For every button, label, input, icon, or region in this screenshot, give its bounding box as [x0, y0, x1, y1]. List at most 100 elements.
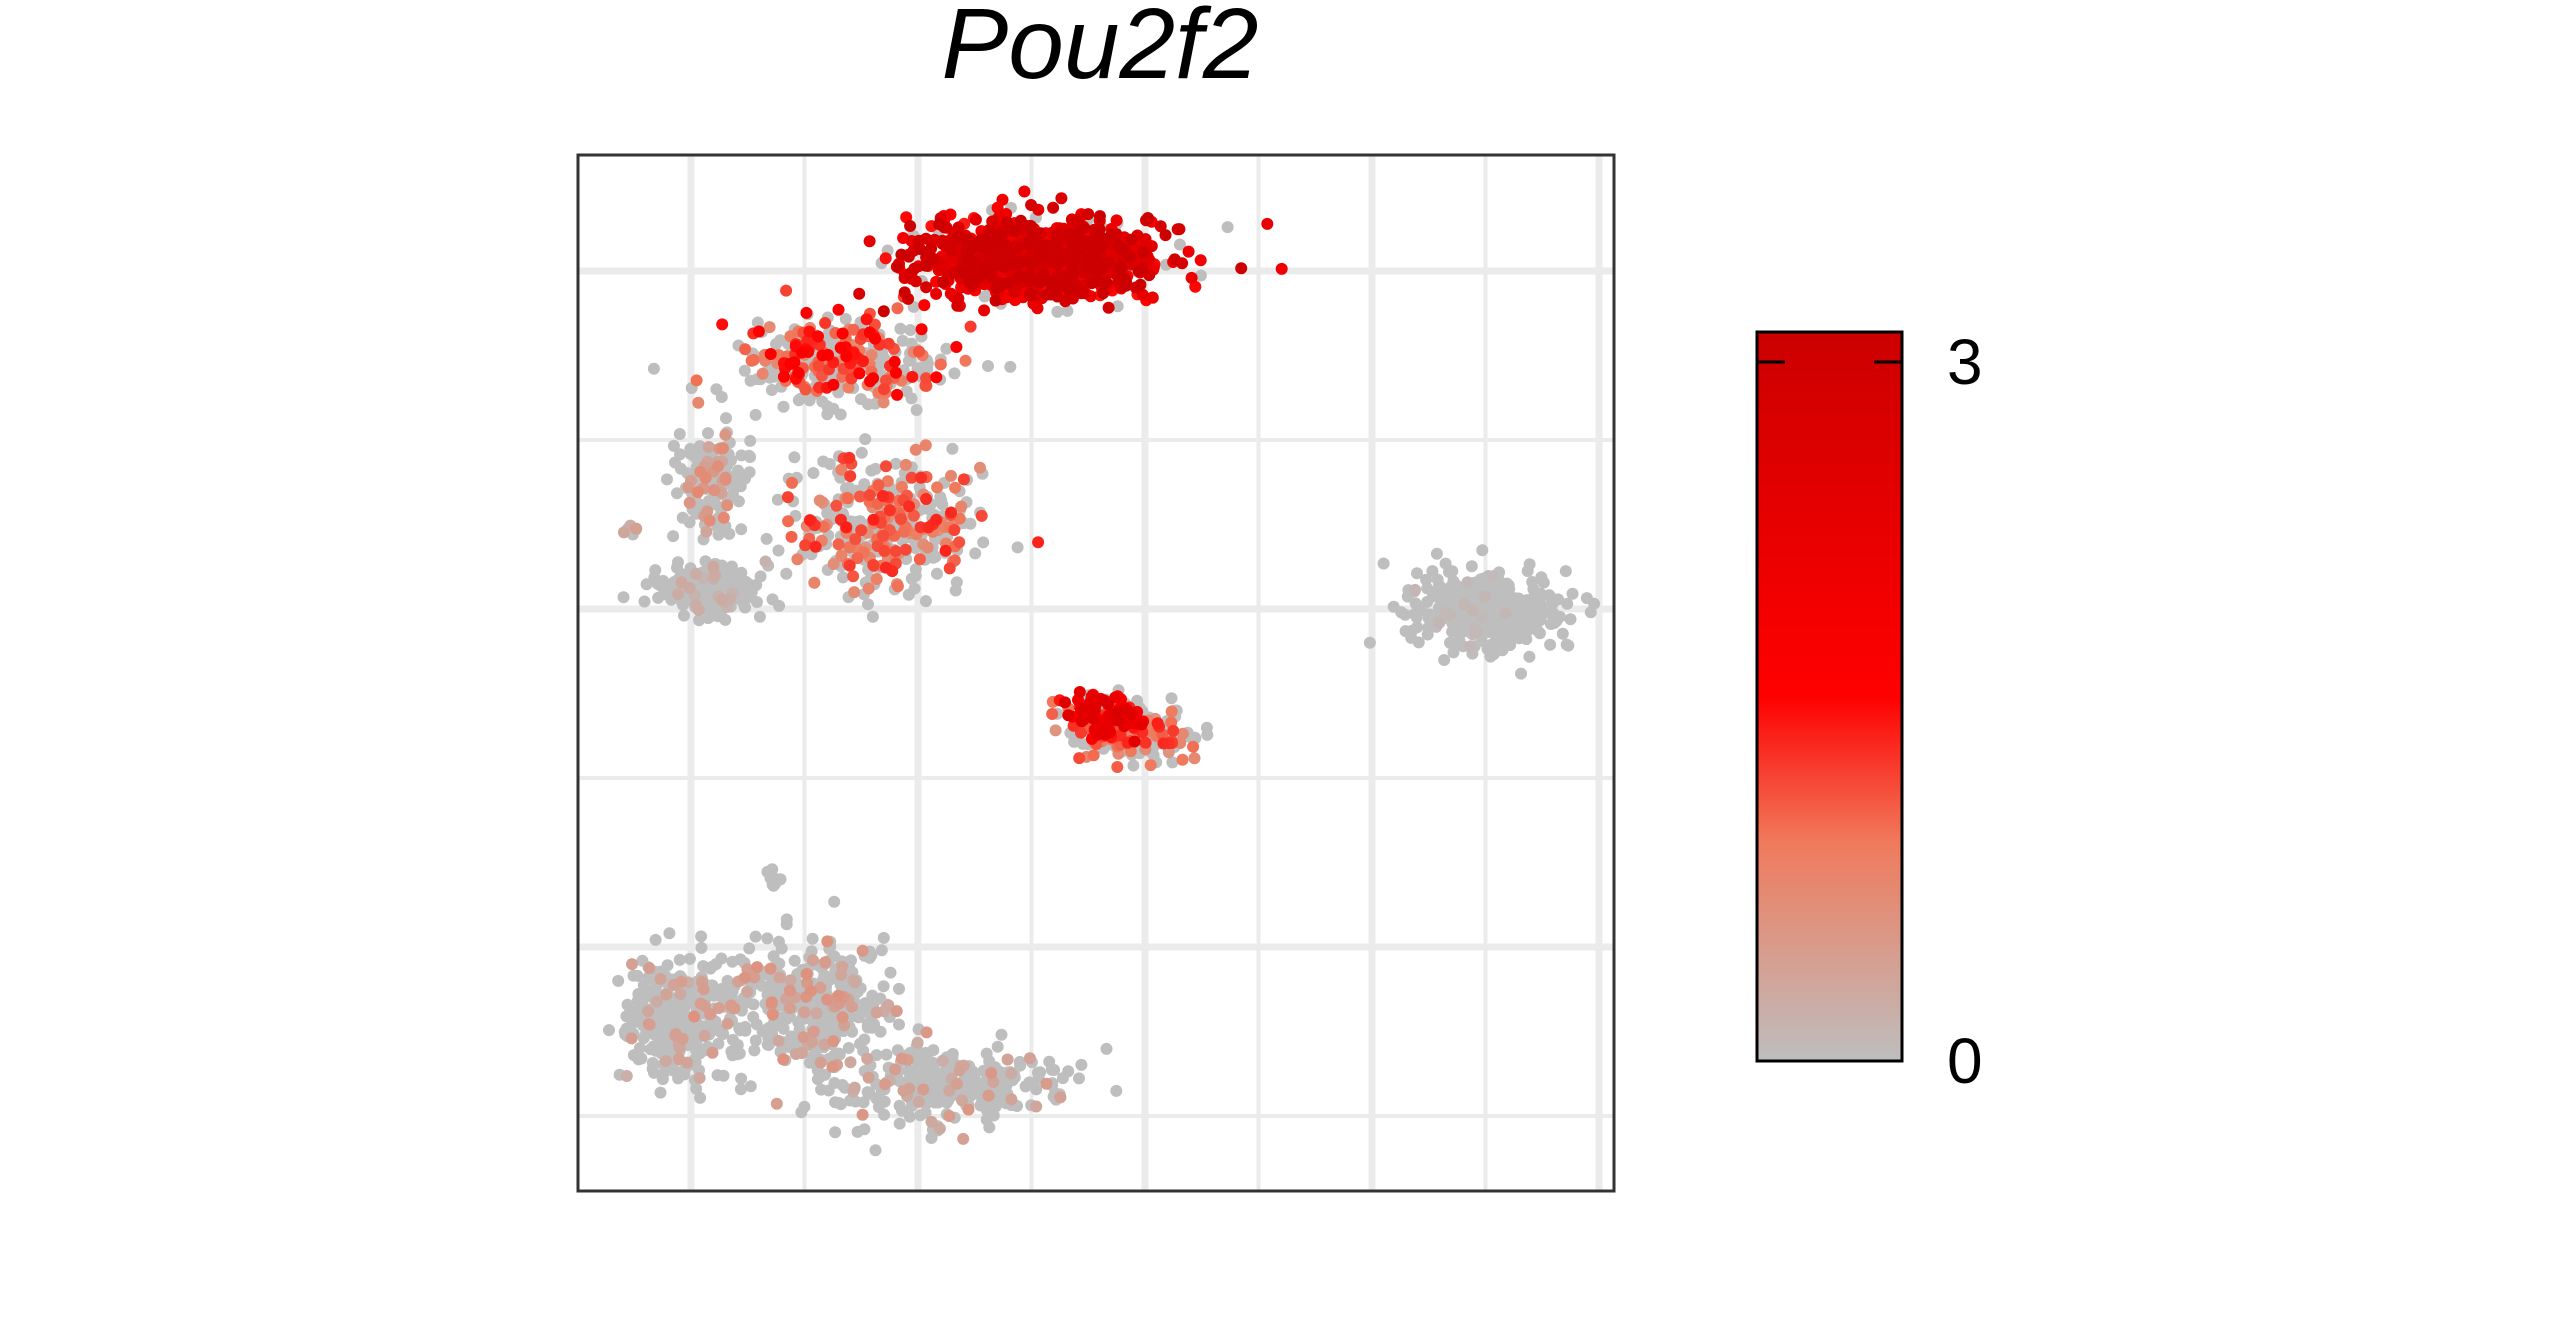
cell-point [1530, 588, 1543, 601]
cell-point [893, 1018, 905, 1031]
cell-point [1001, 1053, 1014, 1066]
cell-point [1024, 287, 1037, 300]
cell-point [1050, 238, 1063, 251]
cell-point [749, 930, 762, 943]
cell-point [935, 494, 948, 507]
cell-point [810, 1007, 823, 1020]
cell-point [1411, 567, 1423, 580]
cell-point [1395, 606, 1408, 619]
cell-point [711, 1069, 724, 1082]
cell-point [683, 496, 696, 509]
cell-point [715, 593, 728, 606]
cell-point [751, 961, 764, 974]
cell-point [1478, 590, 1491, 603]
cell-point [799, 539, 812, 552]
cell-point [1085, 277, 1098, 290]
cell-point [750, 579, 763, 591]
cell-point [951, 299, 964, 312]
cell-point [1470, 626, 1483, 639]
cell-point [738, 971, 751, 984]
cell-point [846, 1025, 859, 1038]
cell-point [867, 559, 880, 571]
cell-point [710, 383, 723, 396]
cell-point [794, 392, 807, 405]
cell-point [832, 538, 845, 551]
cell-point [1111, 706, 1124, 719]
cell-point [772, 544, 785, 557]
cell-point [879, 561, 892, 574]
cell-point [1453, 634, 1466, 647]
cell-point [1433, 579, 1446, 592]
cell-point [983, 1121, 996, 1134]
cell-point [1444, 609, 1457, 622]
cell-point [620, 1010, 633, 1023]
cell-point [1024, 275, 1037, 288]
cell-point [889, 545, 902, 558]
cell-point [869, 462, 882, 475]
cell-point [675, 576, 688, 589]
cell-point [867, 513, 880, 526]
cell-point [749, 408, 762, 421]
cell-point [953, 1064, 966, 1077]
cell-point [660, 988, 673, 1001]
cell-point [996, 193, 1009, 206]
cell-point [796, 346, 809, 359]
cell-point [1004, 360, 1017, 373]
cell-point [945, 506, 957, 519]
cell-point [827, 558, 840, 570]
cell-point [725, 560, 738, 573]
cell-point [764, 348, 777, 360]
cell-point [870, 573, 883, 585]
cell-point [879, 252, 892, 265]
cell-point [964, 320, 977, 333]
cell-point [816, 349, 829, 362]
cell-point [706, 1046, 719, 1059]
cell-point [1411, 621, 1424, 634]
cell-point [1049, 724, 1062, 737]
cell-point [1484, 638, 1497, 651]
cell-point [940, 342, 953, 355]
colorbar-legend: 30 [1755, 326, 1983, 1097]
cell-point [683, 952, 696, 965]
cell-point [1185, 271, 1198, 284]
cell-point [1430, 547, 1443, 560]
cell-point [728, 1002, 741, 1015]
cell-point [1475, 576, 1488, 589]
cell-point [922, 521, 935, 534]
cell-point [1535, 571, 1548, 584]
cell-point [856, 944, 869, 957]
cell-point [777, 1053, 790, 1066]
cell-point [1559, 565, 1572, 578]
cell-point [877, 490, 889, 502]
cell-point [809, 540, 822, 553]
plot-panel [576, 153, 1616, 1193]
cell-point [861, 1021, 874, 1034]
cell-point [1059, 250, 1072, 263]
cell-point [856, 1108, 869, 1121]
cell-point [965, 244, 978, 256]
cell-point [684, 443, 697, 455]
cell-point [877, 931, 890, 944]
cell-point [720, 412, 732, 425]
cell-point [734, 1083, 747, 1096]
cell-point [699, 471, 712, 484]
cell-point [1176, 753, 1189, 766]
cell-point [855, 446, 868, 459]
cell-point [735, 523, 748, 536]
cell-point [948, 367, 961, 380]
cell-point [946, 442, 959, 455]
cell-point [1159, 229, 1172, 242]
cell-point [1045, 288, 1058, 301]
cell-point [1445, 586, 1458, 599]
cell-point [962, 1103, 975, 1116]
cell-point [906, 370, 919, 383]
cell-point [703, 605, 716, 618]
cell-point [780, 567, 793, 580]
cell-point [1176, 727, 1189, 740]
cell-point [1062, 709, 1075, 722]
cell-point [1544, 638, 1557, 651]
cell-point [695, 930, 708, 943]
cell-point [739, 343, 752, 356]
cell-point [815, 1083, 828, 1096]
